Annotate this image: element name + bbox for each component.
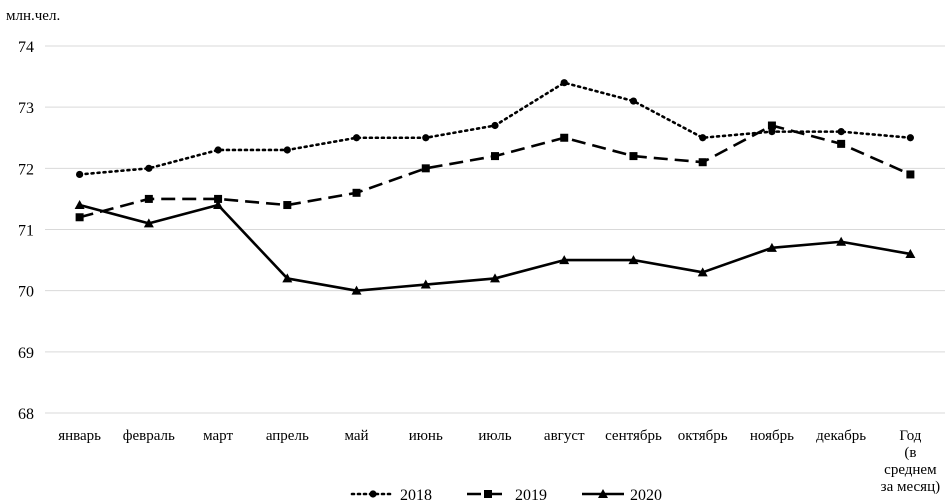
- data-point-2018: [283, 146, 291, 154]
- x-tick-label: Год (в среднем за месяц): [881, 428, 940, 495]
- data-point-2019: [352, 188, 361, 197]
- data-point-2019: [491, 152, 499, 161]
- data-point-2019: [560, 133, 569, 142]
- data-point-2019: [75, 213, 84, 222]
- data-point-2020: [697, 267, 708, 277]
- data-point-2018: [629, 97, 638, 105]
- x-tick-label: февраль: [123, 428, 175, 444]
- data-point-2018: [145, 164, 153, 172]
- y-tick-label: 69: [18, 345, 34, 362]
- series-line-2019: [79, 124, 911, 219]
- x-tick-label: апрель: [266, 428, 309, 444]
- y-tick-label: 74: [18, 39, 34, 56]
- data-point-legend-2019: [484, 490, 492, 498]
- x-tick-label: январь: [58, 428, 101, 444]
- x-tick-label: сентябрь: [605, 428, 662, 444]
- data-point-legend-2020: [598, 489, 608, 498]
- x-tick-label: октябрь: [678, 428, 728, 444]
- y-axis: 68 69 70 71 72 73 74: [18, 39, 34, 423]
- data-point-2020: [351, 285, 362, 295]
- legend: 2018 2019 2020: [350, 487, 662, 502]
- legend-label: 2018: [400, 487, 432, 502]
- y-unit-label: млн.чел.: [6, 8, 61, 24]
- data-point-2020: [143, 218, 154, 228]
- series-group: [74, 79, 916, 295]
- data-point-2018: [214, 146, 222, 154]
- y-tick-label: 68: [18, 406, 34, 423]
- data-point-2018: [837, 128, 845, 136]
- data-point-2019: [906, 170, 915, 179]
- data-point-2020: [490, 273, 500, 283]
- x-tick-label: март: [203, 428, 233, 444]
- data-point-2018: [768, 128, 776, 136]
- y-tick-label: 70: [18, 284, 34, 301]
- data-point-2020: [213, 200, 224, 210]
- data-point-2019: [837, 139, 846, 148]
- data-point-2019: [629, 152, 638, 161]
- legend-item-2020: 2020: [582, 487, 662, 502]
- data-point-2020: [74, 200, 85, 210]
- x-tick-label: май: [344, 428, 368, 444]
- data-point-2020: [766, 242, 777, 252]
- data-point-2019: [421, 164, 430, 173]
- data-point-2018: [699, 134, 707, 142]
- y-tick-label: 71: [18, 223, 34, 240]
- data-point-legend-2018: [369, 490, 377, 498]
- data-point-2019: [214, 194, 223, 203]
- x-tick-label: июнь: [409, 428, 443, 444]
- data-point-2018: [422, 134, 430, 142]
- x-tick-label: ноябрь: [750, 428, 794, 444]
- data-point-2020: [836, 236, 847, 246]
- data-point-2018: [906, 134, 914, 142]
- data-point-2019: [698, 158, 707, 167]
- series-2020: [74, 200, 916, 295]
- data-point-2020: [559, 255, 570, 265]
- y-tick-label: 72: [18, 161, 34, 178]
- data-point-2018: [352, 134, 361, 142]
- data-point-2020: [628, 255, 639, 265]
- x-tick-label: декабрь: [816, 428, 866, 444]
- data-point-2018: [491, 121, 499, 130]
- legend-label: 2019: [515, 487, 547, 502]
- y-tick-label: 73: [18, 100, 34, 117]
- x-tick-label: июль: [478, 428, 511, 444]
- series-2018: [76, 79, 914, 179]
- data-point-2020: [420, 279, 431, 289]
- data-point-2019: [144, 194, 153, 203]
- legend-item-2018: 2018: [350, 487, 432, 502]
- legend-label: 2020: [630, 487, 662, 502]
- data-point-2018: [560, 79, 568, 87]
- x-axis: январь февраль март апрель май июнь июль август…: [58, 428, 940, 495]
- data-point-2018: [76, 170, 84, 179]
- gridlines: [45, 45, 945, 414]
- x-tick-label: август: [544, 428, 585, 444]
- data-point-2019: [767, 121, 776, 130]
- data-point-2020: [282, 273, 293, 283]
- series-2019: [75, 121, 915, 222]
- data-point-2019: [283, 201, 292, 210]
- data-point-2020: [905, 248, 916, 258]
- legend-item-2019: 2019: [467, 487, 547, 502]
